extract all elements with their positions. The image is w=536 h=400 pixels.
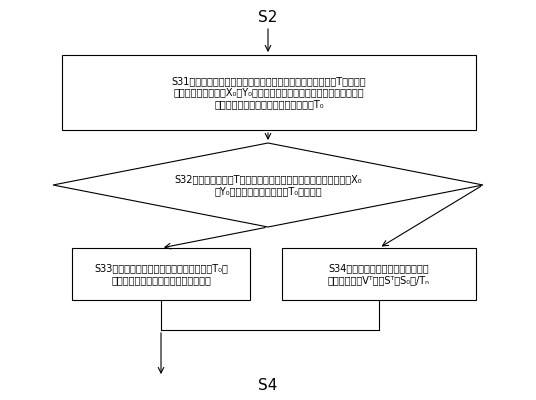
Text: S31：调取当前快速公交车辆的运行时刻表，实时将当前时刻T的快速公
交车辆的位置坐标（X₀，Y₀）关联到所述运行时刻表中与之距离最近的
基准位置，将其对应的基准: S31：调取当前快速公交车辆的运行时刻表，实时将当前时刻T的快速公 交车辆的位置… xyxy=(172,76,366,109)
Text: S33：提示快速公交车辆按照执行时刻表中T₀的
下一个基准时刻所对应的基准速度行驶: S33：提示快速公交车辆按照执行时刻表中T₀的 下一个基准时刻所对应的基准速度行… xyxy=(94,263,228,285)
Bar xyxy=(282,248,476,300)
Bar xyxy=(72,248,250,300)
Text: S32：比较当前时刻T与当前时刻下的快速公交车辆的位置坐标（X₀
，Y₀）所对应的的基准时刻T₀是否相等: S32：比较当前时刻T与当前时刻下的快速公交车辆的位置坐标（X₀ ，Y₀）所对应… xyxy=(174,174,362,196)
Text: S4: S4 xyxy=(258,378,278,392)
Text: S34：提示快速公交车辆按照如下速
度进行行驶：Vᵀ－（Sᵀ－S₀）/Tₙ: S34：提示快速公交车辆按照如下速 度进行行驶：Vᵀ－（Sᵀ－S₀）/Tₙ xyxy=(328,263,430,285)
Text: S2: S2 xyxy=(258,10,278,26)
Polygon shape xyxy=(53,143,483,227)
Bar xyxy=(62,55,476,130)
